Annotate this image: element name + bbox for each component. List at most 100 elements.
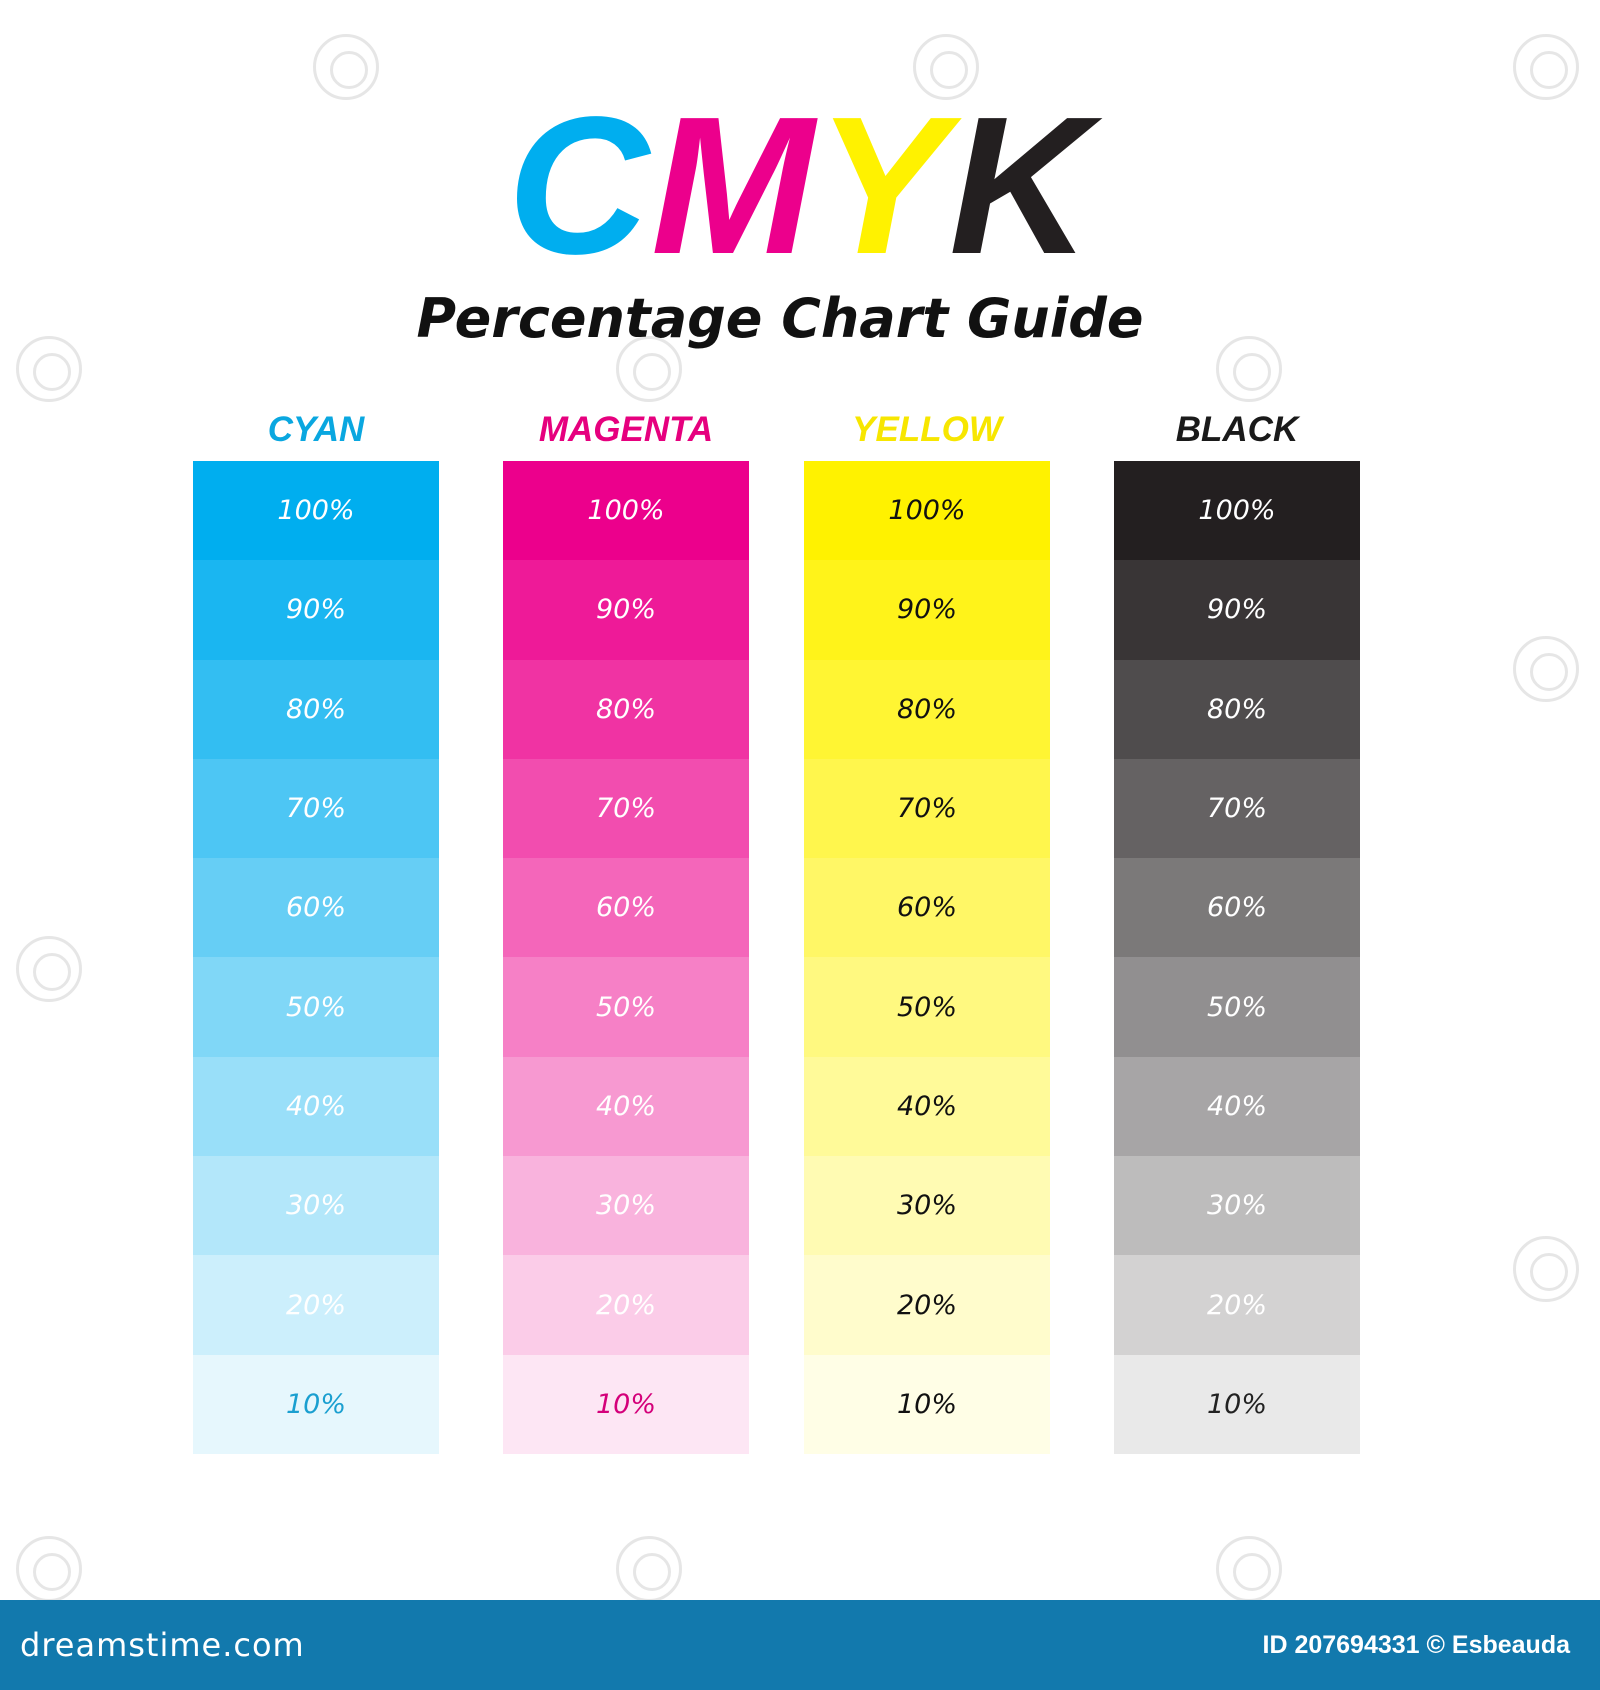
swatch-magenta-60: 60% — [503, 858, 749, 958]
swatch-black-90: 90% — [1114, 560, 1360, 660]
swatch-percent-label: 60% — [896, 892, 957, 924]
swatch-percent-label: 70% — [896, 793, 957, 825]
watermark-swirl-icon — [1513, 636, 1579, 702]
swatch-magenta-90: 90% — [503, 560, 749, 660]
swatch-percent-label: 60% — [1206, 892, 1267, 924]
cmyk-title: CMYK — [0, 88, 1600, 284]
swatch-percent-label: 40% — [285, 1090, 346, 1122]
chart-subtitle: Percentage Chart Guide — [416, 287, 1144, 350]
watermark-swirl-icon — [1513, 1236, 1579, 1302]
swatch-percent-label: 90% — [1206, 594, 1267, 626]
swatch-magenta-40: 40% — [503, 1056, 749, 1157]
column-label-cyan: CYAN — [267, 410, 365, 449]
swatch-percent-label: 30% — [285, 1190, 346, 1222]
swatch-magenta-50: 50% — [503, 957, 749, 1057]
swatch-black-80: 80% — [1114, 659, 1360, 759]
swatch-percent-label: 100% — [888, 495, 966, 527]
watermark-swirl-icon — [16, 936, 82, 1002]
swatch-percent-label: 30% — [595, 1190, 656, 1222]
swatch-percent-label: 20% — [595, 1289, 656, 1321]
swatch-cyan-40: 40% — [193, 1056, 439, 1157]
swatch-black-70: 70% — [1114, 758, 1360, 859]
swatch-percent-label: 20% — [1206, 1289, 1267, 1321]
swatch-yellow-30: 30% — [804, 1156, 1050, 1256]
swatch-cyan-10: 10% — [193, 1354, 439, 1454]
swatch-percent-label: 70% — [1206, 793, 1267, 825]
swatch-percent-label: 10% — [1206, 1388, 1267, 1420]
swatch-yellow-40: 40% — [804, 1056, 1050, 1157]
swatch-percent-label: 10% — [285, 1388, 346, 1420]
swatch-black-20: 20% — [1114, 1255, 1360, 1355]
title-letter-m: M — [650, 76, 817, 295]
swatch-percent-label: 50% — [285, 991, 346, 1023]
swatch-cyan-20: 20% — [193, 1255, 439, 1355]
watermark-swirl-icon — [1216, 1536, 1282, 1602]
swatch-percent-label: 50% — [896, 991, 957, 1023]
swatch-yellow-90: 90% — [804, 560, 1050, 660]
swatch-black-100: 100% — [1114, 461, 1360, 561]
swatch-percent-label: 40% — [595, 1090, 656, 1122]
swatch-yellow-60: 60% — [804, 858, 1050, 958]
swatch-percent-label: 80% — [896, 693, 957, 725]
swatch-yellow-100: 100% — [804, 461, 1050, 561]
swatch-percent-label: 80% — [595, 693, 656, 725]
watermark-swirl-icon — [16, 1536, 82, 1602]
swatch-percent-label: 50% — [595, 991, 656, 1023]
watermark-swirl-icon — [313, 34, 379, 100]
swatch-black-50: 50% — [1114, 957, 1360, 1057]
swatch-percent-label: 100% — [1198, 495, 1276, 527]
title-letter-k: K — [949, 76, 1093, 295]
watermark-swirl-icon — [616, 1536, 682, 1602]
swatch-magenta-30: 30% — [503, 1156, 749, 1256]
swatch-cyan-50: 50% — [193, 957, 439, 1057]
swatch-column-magenta: 100% 90% 80% 70% 60% 50% 40% 30% 20% 10% — [503, 461, 749, 1454]
swatch-yellow-50: 50% — [804, 957, 1050, 1057]
swatch-column-yellow: 100% 90% 80% 70% 60% 50% 40% 30% 20% 10% — [804, 461, 1050, 1454]
swatch-yellow-70: 70% — [804, 758, 1050, 859]
swatch-percent-label: 10% — [595, 1388, 656, 1420]
swatch-black-10: 10% — [1114, 1354, 1360, 1454]
swatch-percent-label: 30% — [896, 1190, 957, 1222]
swatch-percent-label: 100% — [277, 495, 355, 527]
watermark-swirl-icon — [1513, 34, 1579, 100]
swatch-percent-label: 20% — [285, 1289, 346, 1321]
swatch-yellow-10: 10% — [804, 1354, 1050, 1454]
footer-bar: dreamstime.com ID 207694331 © Esbeauda — [0, 1600, 1600, 1690]
title-letter-y: Y — [816, 76, 949, 295]
swatch-cyan-70: 70% — [193, 758, 439, 859]
swatch-percent-label: 20% — [896, 1289, 957, 1321]
swatch-black-60: 60% — [1114, 858, 1360, 958]
swatch-percent-label: 90% — [595, 594, 656, 626]
swatch-percent-label: 40% — [1206, 1090, 1267, 1122]
column-label-magenta: MAGENTA — [538, 410, 714, 449]
column-label-black: BLACK — [1175, 410, 1299, 449]
swatch-percent-label: 90% — [285, 594, 346, 626]
column-label-yellow: YELLOW — [852, 410, 1002, 449]
swatch-percent-label: 90% — [896, 594, 957, 626]
swatch-percent-label: 60% — [595, 892, 656, 924]
swatch-cyan-90: 90% — [193, 560, 439, 660]
swatch-cyan-30: 30% — [193, 1156, 439, 1256]
swatch-percent-label: 10% — [896, 1388, 957, 1420]
swatch-percent-label: 100% — [587, 495, 665, 527]
swatch-yellow-80: 80% — [804, 659, 1050, 759]
swatch-black-30: 30% — [1114, 1156, 1360, 1256]
swatch-percent-label: 30% — [1206, 1190, 1267, 1222]
title-letter-c: C — [507, 76, 651, 295]
swatch-yellow-20: 20% — [804, 1255, 1050, 1355]
swatch-column-black: 100% 90% 80% 70% 60% 50% 40% 30% 20% 10% — [1114, 461, 1360, 1454]
swatch-percent-label: 80% — [1206, 693, 1267, 725]
swatch-magenta-10: 10% — [503, 1354, 749, 1454]
swatch-magenta-20: 20% — [503, 1255, 749, 1355]
swatch-cyan-60: 60% — [193, 858, 439, 958]
swatch-percent-label: 70% — [595, 793, 656, 825]
swatch-magenta-100: 100% — [503, 461, 749, 561]
footer-image-credit: ID 207694331 © Esbeauda — [1262, 1631, 1571, 1659]
swatch-percent-label: 40% — [896, 1090, 957, 1122]
swatch-black-40: 40% — [1114, 1056, 1360, 1157]
swatch-percent-label: 70% — [285, 793, 346, 825]
footer-site-name[interactable]: dreamstime.com — [20, 1626, 305, 1664]
swatch-magenta-70: 70% — [503, 758, 749, 859]
swatch-percent-label: 50% — [1206, 991, 1267, 1023]
swatch-percent-label: 60% — [285, 892, 346, 924]
